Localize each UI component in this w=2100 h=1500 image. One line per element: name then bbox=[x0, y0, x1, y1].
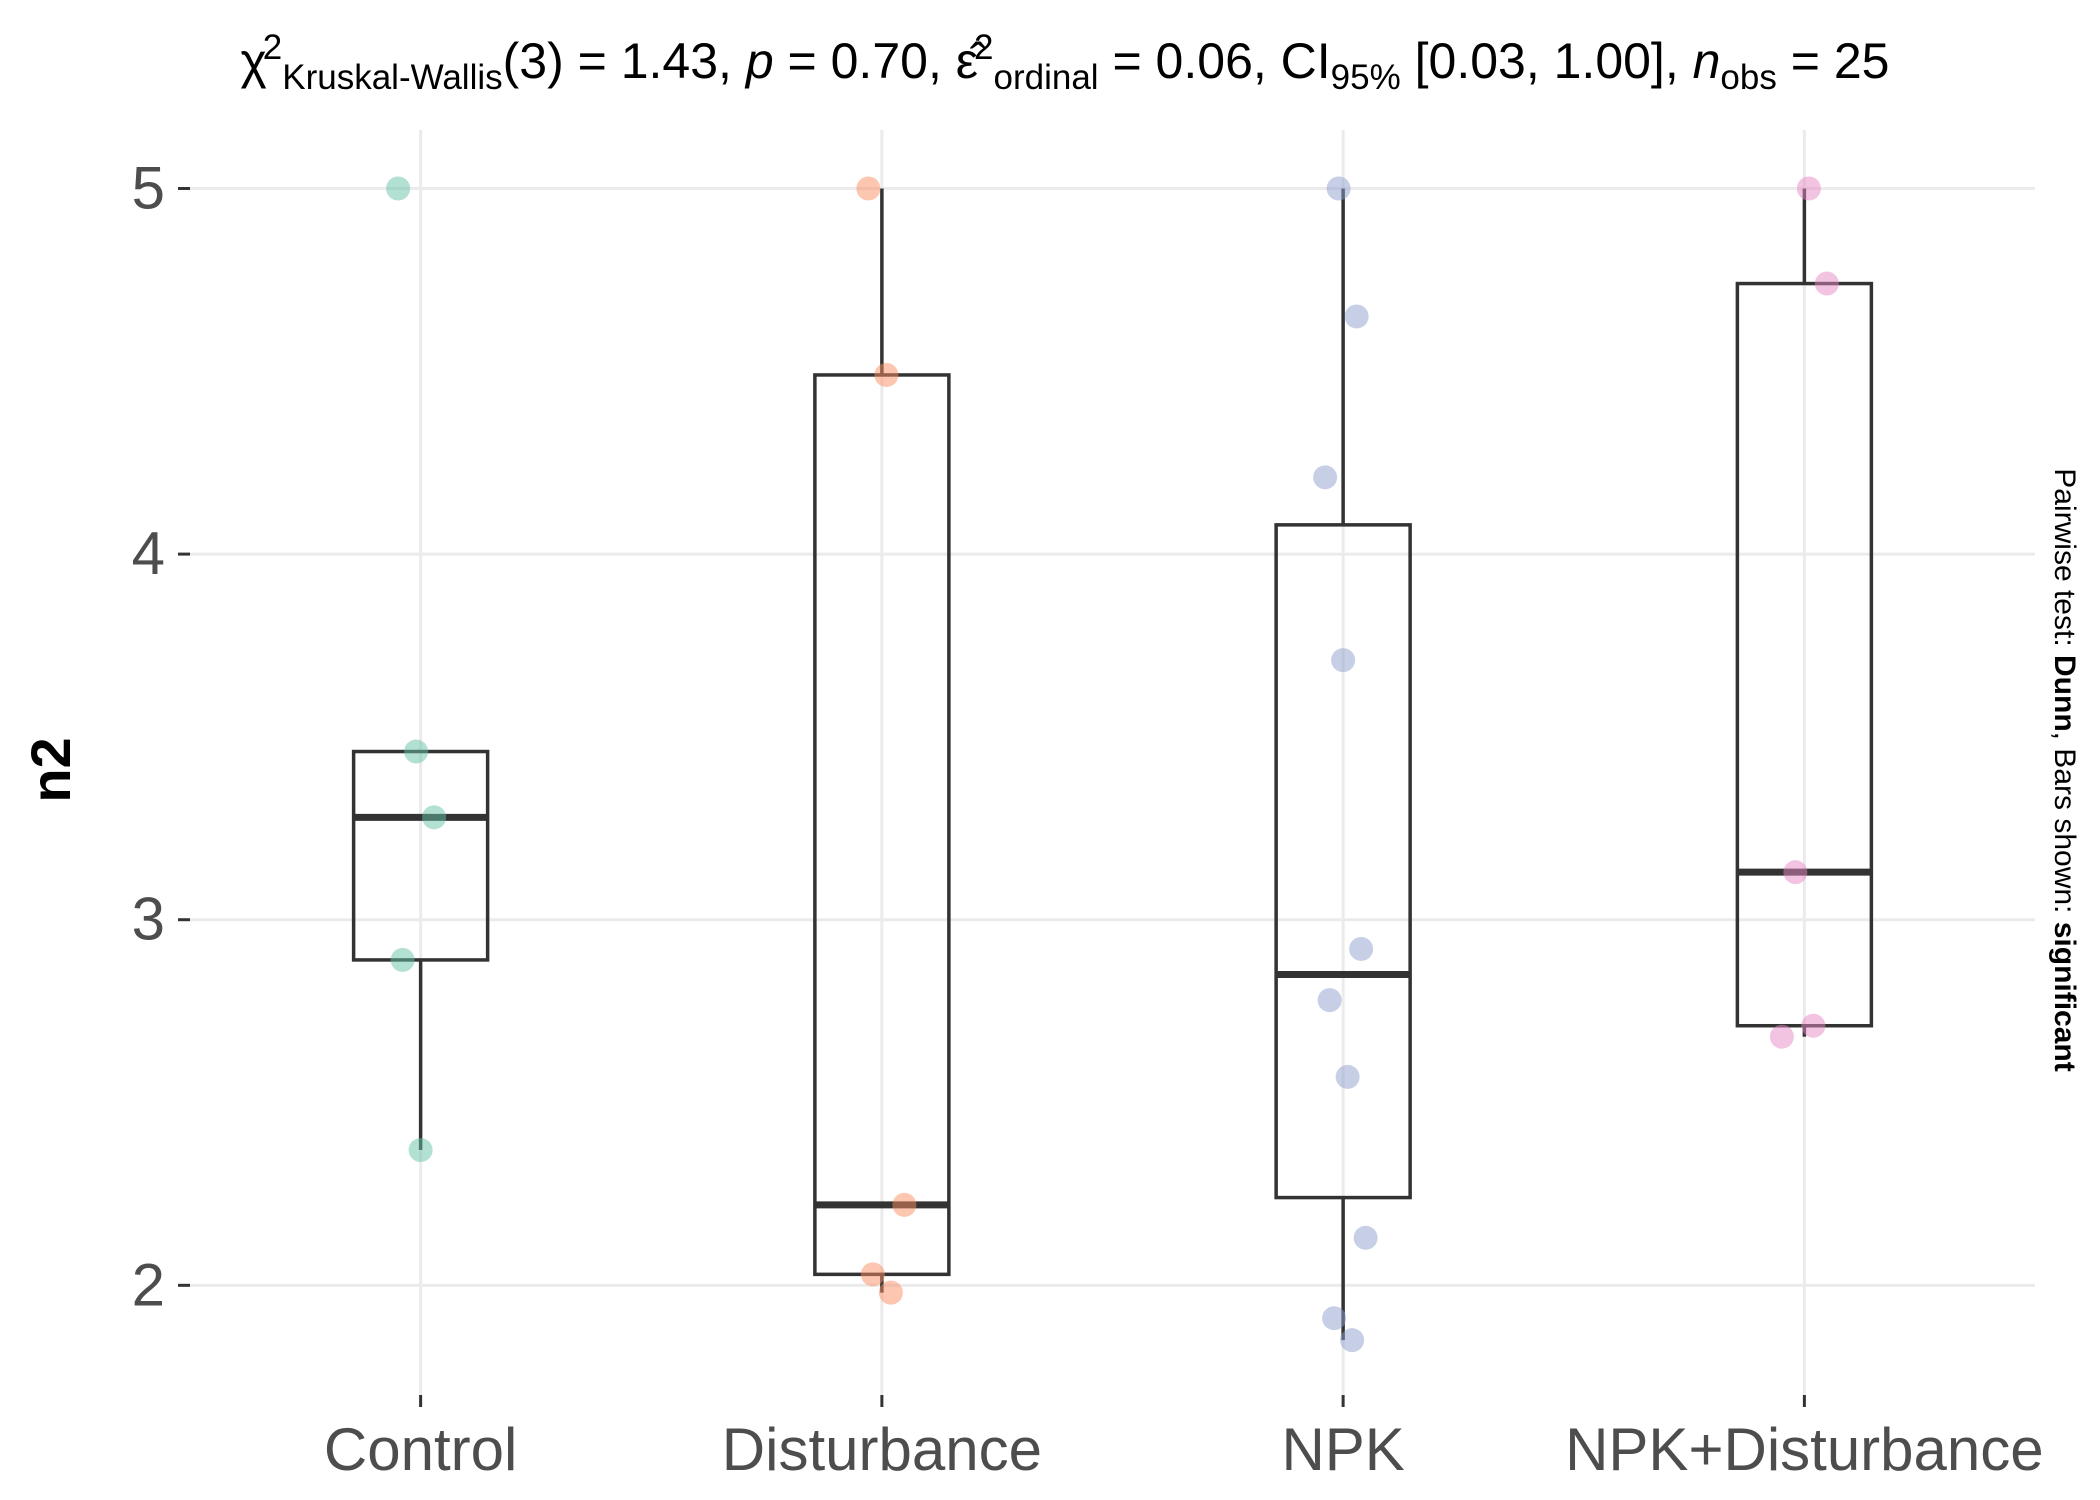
data-point bbox=[1340, 1328, 1365, 1353]
title-part: 2 bbox=[974, 28, 993, 67]
boxes bbox=[351, 188, 1874, 1341]
data-point bbox=[874, 362, 899, 387]
data-point bbox=[1313, 465, 1338, 490]
data-point bbox=[404, 739, 429, 764]
title-part: χ bbox=[241, 33, 267, 89]
data-point bbox=[892, 1192, 917, 1217]
data-point bbox=[422, 805, 447, 830]
chart-title: χ2Kruskal-Wallis(3) = 1.43, p = 0.70, ε̂… bbox=[241, 28, 1890, 97]
title-part: 95% bbox=[1331, 58, 1401, 97]
pairwise-caption: Pairwise test: Dunn, Bars shown: signifi… bbox=[2048, 468, 2081, 1071]
data-point bbox=[386, 176, 411, 201]
title-part: obs bbox=[1720, 58, 1776, 97]
data-point bbox=[878, 1280, 903, 1305]
data-point bbox=[1796, 176, 1821, 201]
data-point bbox=[856, 176, 881, 201]
y-axis: 2 3 4 5 bbox=[132, 154, 190, 1318]
caption-part: , Bars shown: bbox=[2048, 732, 2081, 922]
grid bbox=[190, 130, 2035, 1395]
title-part: n bbox=[1693, 33, 1721, 89]
y-tick-label: 4 bbox=[132, 520, 165, 587]
data-point bbox=[1344, 304, 1369, 329]
data-point bbox=[390, 947, 415, 972]
title-part: = 0.70, bbox=[774, 33, 956, 89]
data-point bbox=[1331, 648, 1356, 673]
caption-part: significant bbox=[2048, 922, 2081, 1072]
x-axis: Control Disturbance NPK NPK+Disturbance bbox=[324, 1395, 2044, 1483]
x-tick-label: NPK bbox=[1281, 1416, 1404, 1483]
title-part: [0.03, 1.00], bbox=[1401, 33, 1693, 89]
caption-part: Pairwise test: bbox=[2048, 468, 2081, 655]
data-point bbox=[1769, 1024, 1794, 1049]
data-point bbox=[1353, 1225, 1378, 1250]
title-part: Kruskal-Wallis bbox=[282, 58, 502, 97]
data-point bbox=[1326, 176, 1351, 201]
data-point bbox=[1335, 1064, 1360, 1089]
x-tick-label: Disturbance bbox=[722, 1416, 1042, 1483]
title-part: = 0.06, CI bbox=[1099, 33, 1331, 89]
data-point bbox=[860, 1262, 885, 1287]
data-point bbox=[1317, 988, 1342, 1013]
title-part: = 25 bbox=[1777, 33, 1890, 89]
title-part: p bbox=[744, 33, 774, 89]
data-point bbox=[1814, 271, 1839, 296]
caption-part: Dunn bbox=[2048, 655, 2081, 732]
title-part: ordinal bbox=[994, 58, 1099, 97]
x-tick-label: NPK+Disturbance bbox=[1565, 1416, 2044, 1483]
points bbox=[386, 176, 1839, 1353]
data-point bbox=[1801, 1013, 1826, 1038]
y-axis-label: n2 bbox=[19, 737, 82, 802]
title-part: (3) = 1.43, bbox=[503, 33, 746, 89]
y-tick-label: 3 bbox=[132, 886, 165, 953]
data-point bbox=[1349, 936, 1374, 961]
x-tick-label: Control bbox=[324, 1416, 517, 1483]
title-part: 2 bbox=[263, 28, 282, 67]
data-point bbox=[1322, 1306, 1347, 1331]
data-point bbox=[408, 1138, 433, 1163]
y-tick-label: 5 bbox=[132, 154, 165, 221]
data-point bbox=[1783, 860, 1808, 885]
box bbox=[1274, 523, 1412, 1200]
y-tick-label: 2 bbox=[132, 1251, 165, 1318]
